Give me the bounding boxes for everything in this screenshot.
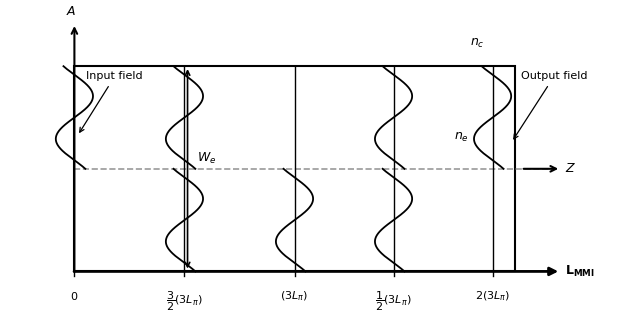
Text: $(3L_\pi)$: $(3L_\pi)$ xyxy=(280,290,309,303)
Bar xyxy=(74,66,515,271)
Text: $\mathbf{L_{MMI}}$: $\mathbf{L_{MMI}}$ xyxy=(565,264,595,279)
Text: $A$: $A$ xyxy=(66,5,76,18)
Text: $n_c$: $n_c$ xyxy=(470,36,485,50)
Text: $0$: $0$ xyxy=(70,290,79,302)
Text: $2(3L_\pi)$: $2(3L_\pi)$ xyxy=(475,290,510,303)
Text: $n_e$: $n_e$ xyxy=(454,131,469,144)
Text: $Z$: $Z$ xyxy=(565,162,577,175)
Text: $W_e$: $W_e$ xyxy=(197,151,216,166)
Text: Input field: Input field xyxy=(80,71,143,132)
Text: $\dfrac{1}{2}(3L_\pi)$: $\dfrac{1}{2}(3L_\pi)$ xyxy=(375,290,412,313)
Text: Output field: Output field xyxy=(514,71,587,139)
Text: $\dfrac{3}{2}(3L_\pi)$: $\dfrac{3}{2}(3L_\pi)$ xyxy=(166,290,203,313)
